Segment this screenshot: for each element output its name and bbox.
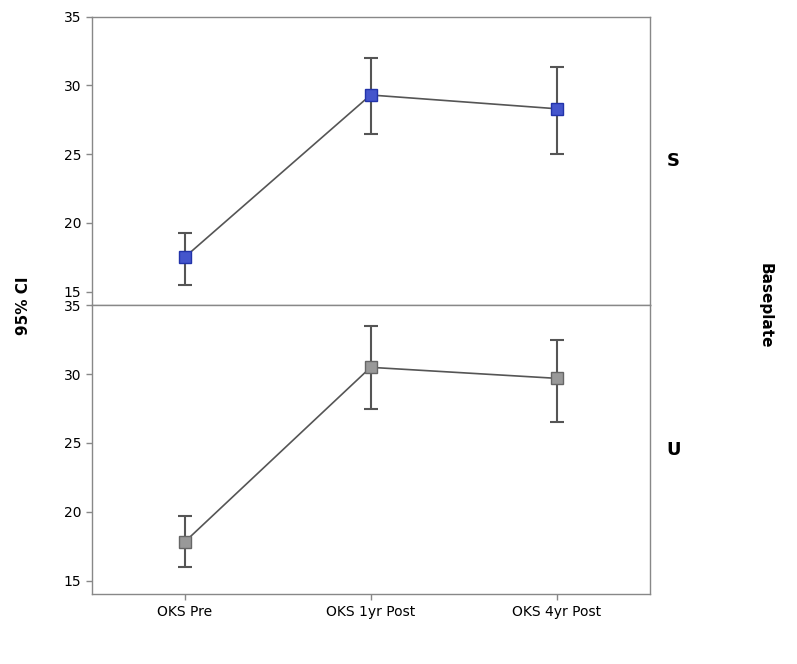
Text: Baseplate: Baseplate bbox=[758, 263, 772, 348]
Text: S: S bbox=[666, 152, 679, 170]
Text: 95% CI: 95% CI bbox=[17, 276, 31, 335]
Text: U: U bbox=[666, 441, 681, 459]
